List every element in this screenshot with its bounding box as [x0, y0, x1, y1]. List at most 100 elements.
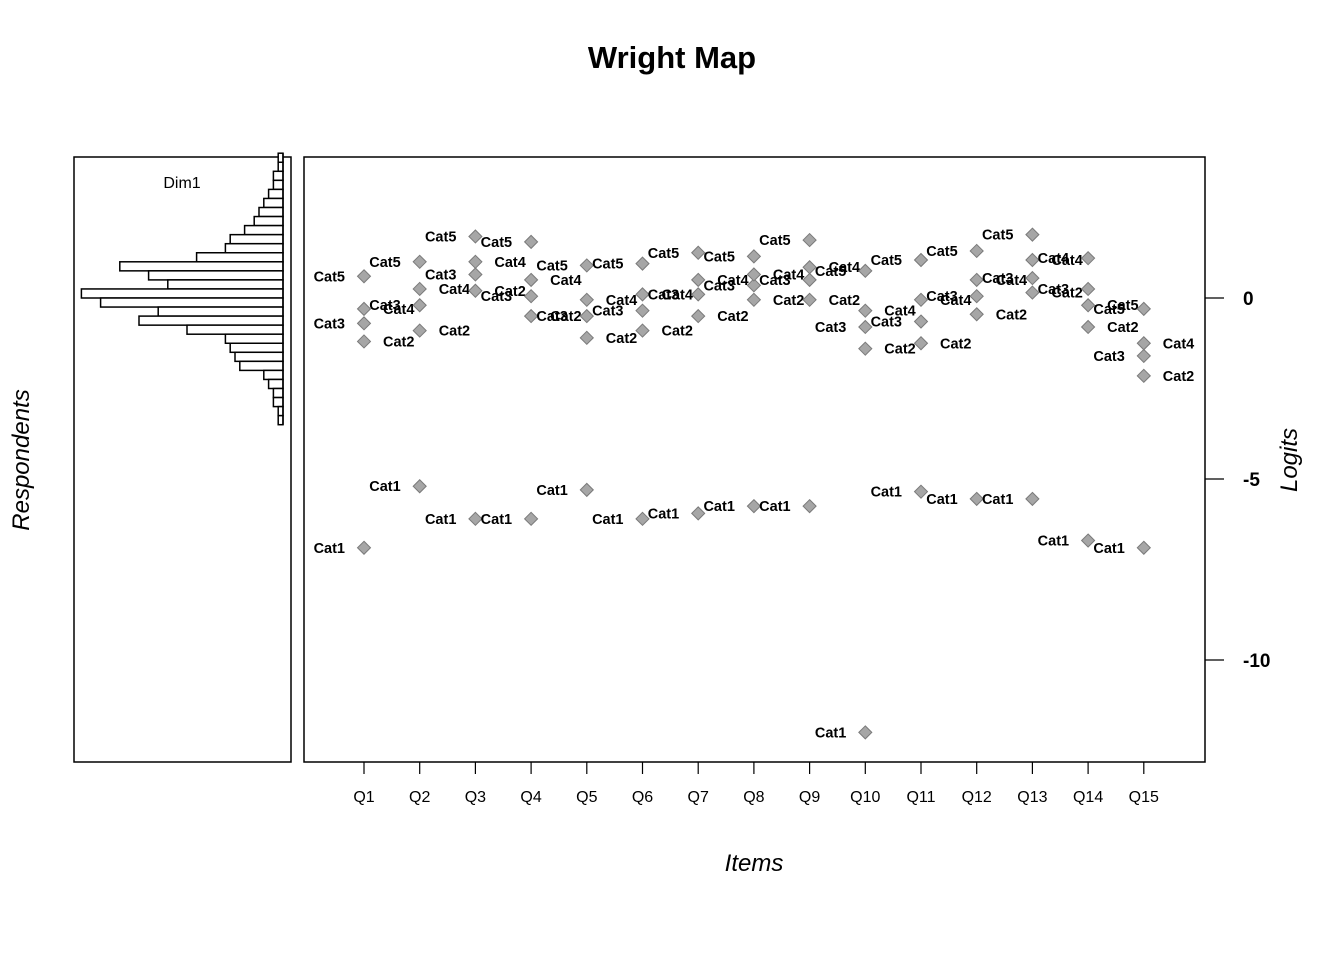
threshold-label: Cat5: [369, 255, 400, 271]
x-tick-label: Q11: [906, 789, 935, 806]
threshold-label: Cat3: [592, 304, 623, 320]
histogram-bar: [138, 315, 284, 326]
histogram-bar: [258, 206, 284, 218]
x-tick-label: Q12: [962, 789, 992, 806]
threshold-label: Cat3: [1093, 349, 1124, 365]
histogram-bar: [243, 224, 284, 236]
threshold-label: Cat5: [425, 229, 456, 245]
threshold-label: Cat3: [314, 316, 345, 332]
item-thresholds: Cat1Cat2Cat3Cat4Cat5Cat1Cat2Cat3Cat4Cat5…: [314, 227, 1194, 741]
threshold-label: Cat5: [871, 253, 902, 269]
threshold-label: Cat5: [648, 246, 679, 262]
threshold-marker: [468, 267, 483, 282]
threshold-label: Cat5: [1093, 302, 1124, 318]
threshold-label: Cat3: [536, 309, 567, 325]
histogram-bar: [195, 252, 284, 263]
threshold-label: Cat2: [717, 309, 748, 325]
respondent-histogram: [80, 152, 284, 426]
threshold-label: Cat2: [1107, 320, 1138, 336]
threshold-label: Cat3: [481, 289, 512, 305]
threshold-marker: [690, 287, 706, 302]
threshold-label: Cat1: [536, 483, 567, 499]
threshold-marker: [746, 292, 762, 308]
threshold-label: Cat5: [536, 258, 567, 274]
y-axis: 0 -5 -10: [1205, 289, 1270, 672]
threshold-marker: [746, 278, 762, 293]
threshold-marker: [690, 245, 706, 260]
threshold-marker: [579, 292, 595, 308]
histogram-bar: [186, 324, 284, 335]
threshold-marker: [356, 301, 372, 317]
threshold-marker: [635, 256, 650, 271]
y-tick-label: -5: [1243, 470, 1260, 491]
threshold-marker: [356, 540, 372, 555]
threshold-marker: [858, 319, 873, 335]
threshold-label: Cat1: [703, 499, 734, 515]
threshold-marker: [523, 288, 539, 304]
threshold-marker: [913, 314, 929, 329]
x-tick-label: Q10: [850, 789, 880, 806]
histogram-bar: [119, 261, 284, 272]
threshold-label: Cat3: [369, 298, 400, 314]
threshold-label: Cat3: [815, 320, 846, 336]
threshold-label: Cat2: [940, 336, 971, 352]
y-tick-label: -10: [1243, 651, 1270, 672]
threshold-marker: [412, 479, 427, 494]
threshold-marker: [1136, 301, 1152, 317]
threshold-label: Cat3: [982, 271, 1013, 287]
threshold-marker: [969, 243, 984, 259]
histogram-bar: [80, 288, 284, 299]
threshold-label: Cat4: [1051, 253, 1082, 269]
threshold-label: Cat2: [606, 331, 637, 347]
threshold-label: Cat4: [383, 302, 414, 318]
threshold-marker: [690, 272, 706, 288]
threshold-marker: [858, 263, 873, 279]
histogram-bar: [272, 170, 284, 182]
threshold-marker: [1025, 227, 1040, 242]
threshold-label: Cat4: [829, 260, 860, 276]
x-axis-title: Items: [725, 850, 784, 877]
y-tick-label: 0: [1243, 289, 1254, 310]
threshold-label: Cat4: [439, 282, 470, 298]
histogram-bar: [263, 197, 284, 209]
threshold-marker: [523, 234, 539, 250]
threshold-label: Cat1: [982, 492, 1013, 508]
threshold-label: Cat1: [926, 492, 957, 508]
threshold-label: Cat4: [662, 287, 693, 303]
threshold-marker: [969, 491, 984, 507]
histogram-bar: [224, 333, 284, 345]
threshold-label: Cat3: [759, 273, 790, 289]
histogram-bar: [272, 179, 284, 191]
threshold-label: Cat2: [550, 309, 581, 325]
threshold-marker: [523, 511, 539, 527]
threshold-marker: [969, 272, 984, 288]
threshold-marker: [1136, 368, 1152, 384]
threshold-marker: [468, 283, 483, 298]
threshold-marker: [802, 498, 817, 514]
x-tick-label: Q3: [465, 789, 486, 806]
threshold-marker: [746, 267, 762, 282]
histogram-bar: [272, 387, 284, 399]
threshold-label: Cat2: [1163, 369, 1194, 385]
threshold-label: Cat1: [1038, 534, 1069, 550]
x-tick-label: Q13: [1017, 789, 1047, 806]
threshold-marker: [690, 506, 706, 521]
threshold-label: Cat4: [884, 304, 915, 320]
x-tick-label: Q5: [576, 789, 597, 806]
histogram-bar: [263, 369, 284, 381]
x-tick-label: Q1: [353, 789, 374, 806]
threshold-marker: [579, 482, 595, 498]
x-tick-label: Q14: [1073, 789, 1103, 806]
respondent-panel-frame: [73, 156, 292, 763]
threshold-marker: [635, 323, 650, 338]
threshold-label: Cat5: [982, 228, 1013, 244]
threshold-marker: [468, 511, 483, 527]
threshold-marker: [969, 288, 984, 304]
histogram-bar: [147, 270, 284, 281]
threshold-marker: [746, 249, 762, 264]
threshold-label: Cat1: [481, 512, 512, 528]
x-tick-label: Q9: [799, 789, 820, 806]
threshold-label: Cat3: [871, 315, 902, 331]
threshold-label: Cat4: [940, 293, 971, 309]
